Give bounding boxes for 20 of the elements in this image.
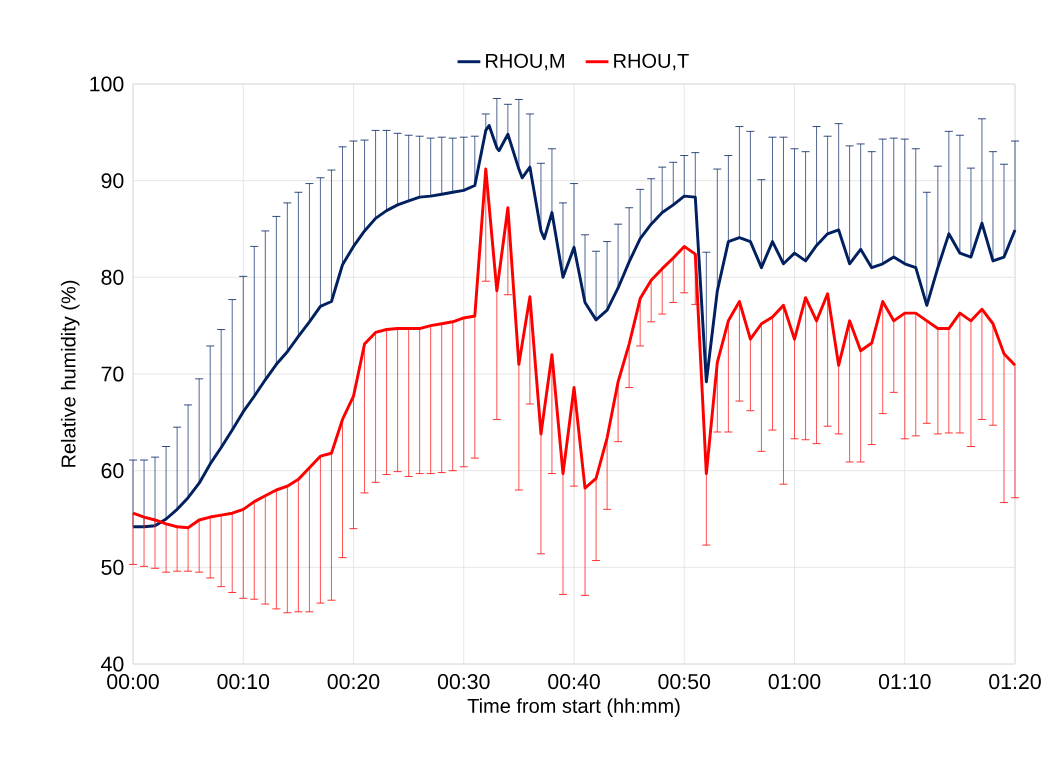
legend-label: RHOU,M: [486, 53, 564, 71]
y-tick-label: 60: [101, 463, 124, 479]
y-tick-label: 50: [101, 559, 124, 575]
x-tick-label: 01:20: [989, 674, 1041, 690]
y-tick-label: 40: [101, 656, 124, 672]
x-tick-label: 00:50: [658, 674, 711, 690]
x-tick-label: 00:20: [327, 674, 380, 690]
x-tick-label: 00:30: [437, 674, 490, 690]
x-tick-label: 00:40: [548, 674, 600, 690]
legend-label: RHOU,T: [614, 53, 689, 71]
x-tick-label: 00:10: [217, 674, 270, 690]
y-tick-label: 100: [90, 76, 124, 92]
y-tick-label: 90: [101, 173, 124, 189]
y-tick-label: 70: [101, 366, 124, 382]
x-tick-label: 01:10: [878, 674, 931, 690]
y-axis-title: Relative humidity (%): [60, 280, 80, 467]
y-tick-label: 80: [101, 269, 124, 285]
x-tick-label: 01:00: [768, 674, 821, 690]
x-tick-label: 00:00: [107, 674, 159, 690]
x-axis-title: Time from start (hh:mm): [467, 698, 680, 717]
